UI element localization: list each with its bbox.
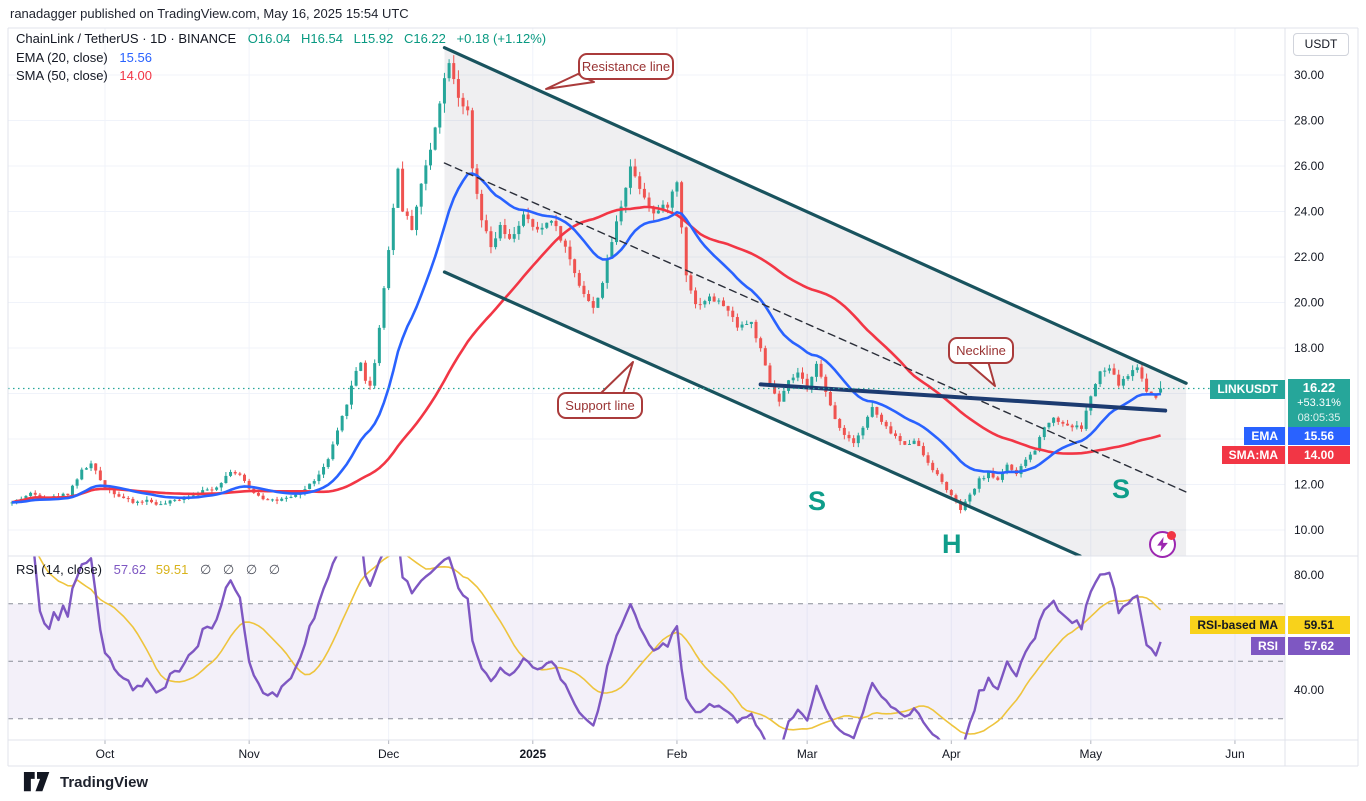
svg-text:10.00: 10.00 <box>1294 523 1324 537</box>
resistance-trend-line <box>442 46 1188 385</box>
svg-text:Nov: Nov <box>238 747 259 761</box>
pane-separators <box>7 27 1359 767</box>
brand-name: TradingView <box>60 773 149 791</box>
channel-fill <box>444 47 1187 556</box>
resistance-line-callout[interactable]: Resistance line <box>578 53 674 80</box>
svg-text:22.00: 22.00 <box>1294 250 1324 264</box>
flash-icon[interactable] <box>1149 531 1176 558</box>
svg-text:26.00: 26.00 <box>1294 159 1324 173</box>
svg-text:Jun: Jun <box>1225 747 1244 761</box>
rsi-ma-line <box>37 556 1162 735</box>
ohlc-high: H16.54 <box>301 31 343 46</box>
rsi-line <box>33 556 1162 740</box>
svg-text:12.00: 12.00 <box>1294 478 1324 492</box>
support-line-callout[interactable]: Support line <box>557 392 643 419</box>
last-price-change-pct: +53.31% <box>1297 397 1341 409</box>
rsi-ma-legend-value: 59.51 <box>155 562 189 577</box>
svg-text:Mar: Mar <box>797 747 818 761</box>
ema-line <box>11 172 1161 504</box>
lightning-bolt-icon <box>1157 537 1168 552</box>
right-shoulder-letter[interactable]: S <box>1112 474 1131 504</box>
tradingview-brand[interactable]: TradingView <box>22 772 148 792</box>
sma-axis-value-badge: 14.00 <box>1288 446 1350 464</box>
symbol-title: ChainLink / TetherUS · 1D · BINANCE <box>16 31 237 46</box>
ohlc-change: +0.18 (+1.12%) <box>456 31 547 46</box>
notification-dot <box>1167 531 1176 540</box>
sma-axis-label-badge: SMA:MA <box>1221 446 1285 464</box>
svg-text:30.00: 30.00 <box>1294 68 1324 82</box>
channel-midline <box>443 162 1187 493</box>
svg-text:24.00: 24.00 <box>1294 205 1324 219</box>
rsi-legend: RSI (14, close) 57.62 59.51 ∅ ∅ ∅ ∅ <box>16 562 284 578</box>
svg-text:Apr: Apr <box>942 747 961 761</box>
ema-axis-label-badge: EMA <box>1244 427 1285 445</box>
left-shoulder-letter[interactable]: S <box>808 486 827 516</box>
support-callout-tail <box>599 361 634 395</box>
attribution-text: ranadagger published on TradingView.com,… <box>10 6 409 21</box>
svg-text:20.00: 20.00 <box>1294 296 1324 310</box>
svg-text:Oct: Oct <box>96 747 115 761</box>
ohlc-low: L15.92 <box>353 31 394 46</box>
sma-legend-value: 14.00 <box>119 68 152 83</box>
svg-text:2025: 2025 <box>519 747 546 761</box>
neckline-callout[interactable]: Neckline <box>948 337 1014 364</box>
rsi-legend-value: 57.62 <box>113 562 147 577</box>
svg-text:May: May <box>1079 747 1102 761</box>
sma-legend: SMA (50, close) 14.00 <box>16 68 152 83</box>
tradingview-logo-icon <box>23 772 50 792</box>
symbol-legend: ChainLink / TetherUS · 1D · BINANCE O16.… <box>16 31 553 46</box>
sma-line <box>11 205 1161 504</box>
ema-legend-value: 15.56 <box>119 50 152 65</box>
rsi-pane[interactable] <box>8 518 1285 760</box>
bar-countdown: 08:05:35 <box>1297 412 1341 424</box>
head-letter[interactable]: H <box>942 529 962 559</box>
svg-text:40.00: 40.00 <box>1294 683 1324 697</box>
ohlc-open: O16.04 <box>247 31 291 46</box>
main-pane[interactable] <box>10 46 1188 556</box>
currency-unit-button[interactable]: USDT <box>1293 33 1349 56</box>
svg-text:Feb: Feb <box>667 747 688 761</box>
axes[interactable]: 30.00 28.00 26.00 24.00 22.00 20.00 18.00 12.00… <box>96 68 1325 761</box>
svg-text:Dec: Dec <box>378 747 399 761</box>
ema-legend-label: EMA (20, close) <box>16 50 108 65</box>
svg-text:28.00: 28.00 <box>1294 114 1324 128</box>
rsi-axis-value-badge: 57.62 <box>1288 637 1350 655</box>
rsi-ma-axis-label-badge: RSI-based MA <box>1190 616 1285 634</box>
ema-axis-value-badge: 15.56 <box>1288 427 1350 445</box>
last-price-value: 16.22 <box>1302 380 1336 395</box>
ohlc-close: C16.22 <box>403 31 446 46</box>
svg-text:80.00: 80.00 <box>1294 568 1324 582</box>
last-price-symbol-badge: LINKUSDT <box>1210 380 1285 399</box>
svg-text:18.00: 18.00 <box>1294 341 1324 355</box>
ema-legend: EMA (20, close) 15.56 <box>16 50 152 65</box>
rsi-axis-label-badge: RSI <box>1250 637 1285 655</box>
rsi-ma-axis-value-badge: 59.51 <box>1288 616 1350 634</box>
last-price-badge: 16.22 +53.31% 08:05:35 <box>1288 379 1350 427</box>
rsi-legend-label: RSI (14, close) <box>16 562 102 577</box>
support-trend-line <box>442 270 1082 556</box>
rsi-legend-placeholders: ∅ ∅ ∅ ∅ <box>199 562 285 577</box>
sma-legend-label: SMA (50, close) <box>16 68 108 83</box>
